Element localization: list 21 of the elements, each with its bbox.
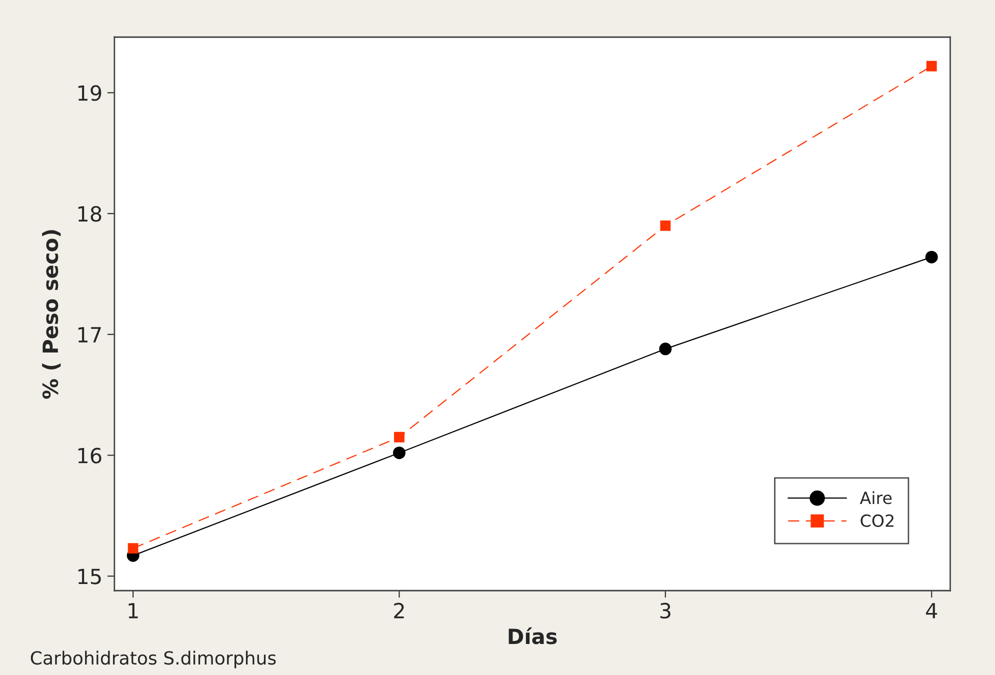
point [660,220,671,231]
point [128,543,138,554]
text: Carbohidratos S.dimorphus [30,650,276,668]
point [392,446,406,460]
y-tick-label: 18 [78,206,102,222]
y-tick-label: 16 [78,448,102,464]
point [926,60,937,72]
y-tick-label: 17 [78,327,101,342]
legend-label: CO2 [860,514,894,527]
y-tick-label: 15 [78,568,101,584]
point [925,250,938,264]
x-axis-title: Días [508,627,557,644]
point [394,432,404,442]
x-tick-label: 3 [660,602,670,619]
point [659,342,672,356]
y-tick-label: 19 [78,85,102,101]
x-tick-label: 2 [394,602,404,618]
y-axis-title: % ( Peso seco) [42,230,61,399]
x-tick-label: 1 [128,603,138,618]
legend-label: Aire [860,491,892,504]
x-tick-label: 4 [926,603,938,618]
